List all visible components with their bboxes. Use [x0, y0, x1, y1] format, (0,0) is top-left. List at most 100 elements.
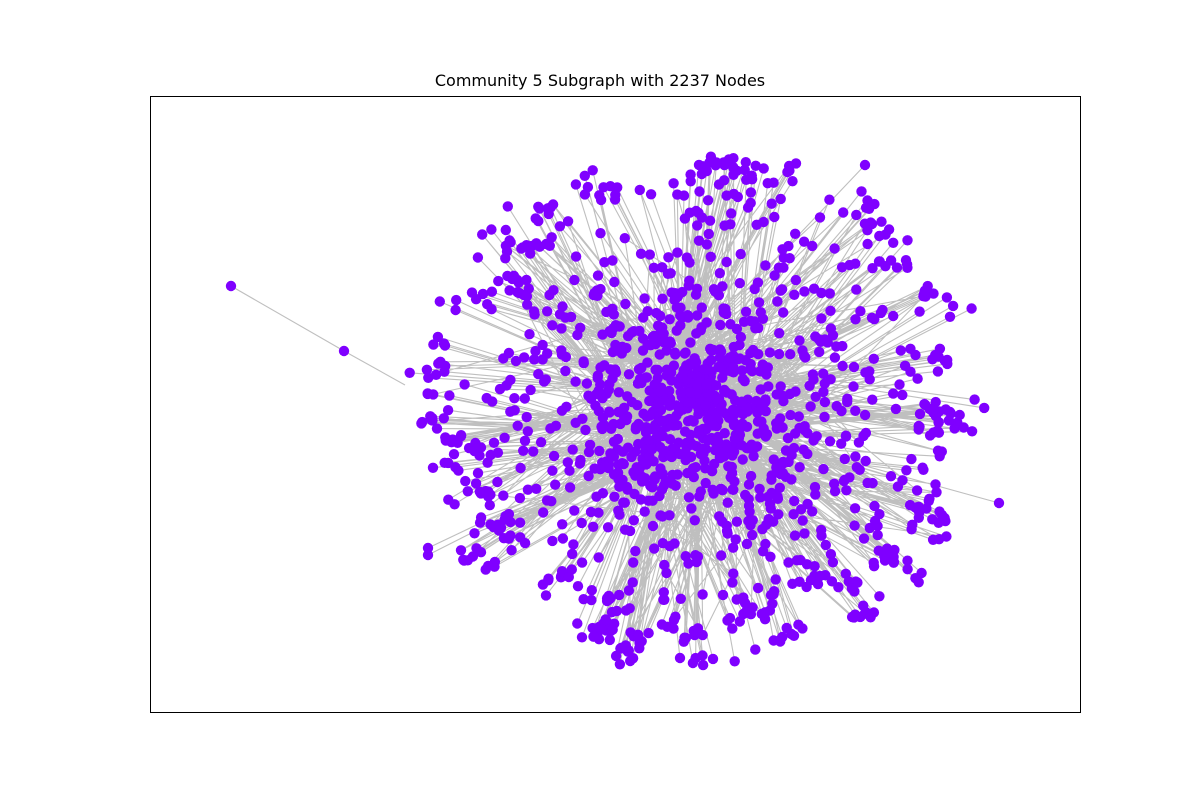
- graph-node: [569, 505, 580, 516]
- graph-node: [930, 479, 941, 490]
- graph-node: [772, 296, 783, 307]
- graph-node: [668, 623, 679, 634]
- graph-node: [714, 268, 725, 279]
- graph-node: [862, 238, 873, 250]
- graph-node: [696, 322, 707, 333]
- graph-node: [872, 529, 883, 541]
- graph-node: [642, 357, 653, 368]
- graph-node: [647, 520, 659, 532]
- graph-node: [635, 374, 647, 385]
- graph-node: [729, 656, 740, 667]
- graph-node: [674, 652, 686, 664]
- graph-node: [595, 379, 606, 390]
- graph-node: [914, 408, 926, 420]
- graph-node: [850, 314, 861, 325]
- graph-node: [944, 406, 956, 418]
- graph-node: [914, 421, 925, 432]
- graph-node: [591, 491, 602, 502]
- graph-node: [547, 535, 558, 547]
- graph-node: [705, 345, 717, 356]
- graph-node: [795, 554, 806, 566]
- graph-node: [882, 547, 893, 559]
- graph-node: [969, 394, 980, 405]
- graph-node: [646, 444, 658, 455]
- graph-node: [928, 288, 939, 299]
- graph-node: [836, 405, 847, 417]
- graph-node: [850, 405, 861, 416]
- graph-node: [840, 431, 852, 442]
- graph-node: [868, 561, 880, 572]
- graph-node: [572, 581, 584, 592]
- graph-node: [869, 500, 880, 512]
- graph-node: [941, 292, 953, 303]
- graph-node: [789, 428, 801, 439]
- graph-node: [883, 224, 895, 235]
- graph-node: [839, 453, 850, 465]
- graph-node: [595, 228, 606, 239]
- graph-node: [846, 583, 858, 594]
- graph-node: [731, 323, 743, 335]
- graph-node: [534, 203, 545, 214]
- graph-node: [819, 378, 830, 389]
- graph-node: [483, 560, 494, 572]
- graph-node: [755, 307, 766, 318]
- graph-node: [512, 274, 523, 286]
- graph-node: [783, 557, 794, 568]
- graph-node: [709, 445, 721, 456]
- graph-node: [911, 485, 923, 496]
- graph-node: [455, 545, 467, 556]
- graph-node: [869, 198, 880, 210]
- graph-node: [664, 336, 676, 347]
- graph-node: [734, 278, 745, 289]
- graph-node: [684, 387, 696, 398]
- graph-node: [562, 457, 573, 468]
- graph-node: [663, 252, 674, 263]
- graph-node: [737, 454, 748, 465]
- graph-node: [434, 296, 445, 307]
- graph-node: [623, 585, 635, 596]
- graph-node: [652, 364, 663, 376]
- graph-node: [802, 448, 813, 460]
- graph-node: [897, 389, 908, 401]
- graph-node: [649, 543, 660, 554]
- graph-node: [771, 462, 782, 473]
- graph-node: [630, 545, 641, 557]
- graph-node: [814, 212, 826, 223]
- graph-node: [529, 354, 540, 365]
- graph-node: [875, 307, 887, 319]
- graph-node: [427, 462, 439, 473]
- graph-node: [783, 240, 794, 252]
- graph-node: [745, 315, 756, 327]
- graph-node: [753, 348, 764, 360]
- graph-node: [702, 195, 714, 206]
- graph-node: [533, 368, 544, 380]
- graph-node: [687, 439, 698, 450]
- graph-node: [542, 306, 553, 317]
- graph-node: [610, 367, 622, 378]
- graph-node: [615, 418, 626, 430]
- graph-node: [621, 481, 633, 493]
- graph-node: [700, 400, 711, 411]
- graph-node: [921, 503, 932, 514]
- graph-node: [498, 353, 509, 364]
- graph-node: [860, 202, 872, 213]
- graph-node: [777, 631, 788, 643]
- graph-node: [739, 164, 750, 176]
- graph-node: [766, 198, 777, 209]
- graph-node: [731, 516, 743, 527]
- graph-node: [562, 216, 574, 227]
- graph-node: [505, 374, 516, 386]
- graph-node: [859, 409, 871, 421]
- graph-node: [867, 263, 878, 274]
- graph-node: [498, 490, 509, 501]
- graph-node: [771, 423, 782, 434]
- graph-node: [727, 623, 738, 634]
- graph-node: [564, 465, 575, 476]
- graph-node: [655, 386, 666, 398]
- graph-node: [706, 466, 718, 477]
- graph-node: [799, 286, 810, 297]
- graph-node: [568, 539, 579, 550]
- graph-node: [760, 406, 771, 417]
- graph-node: [601, 593, 613, 604]
